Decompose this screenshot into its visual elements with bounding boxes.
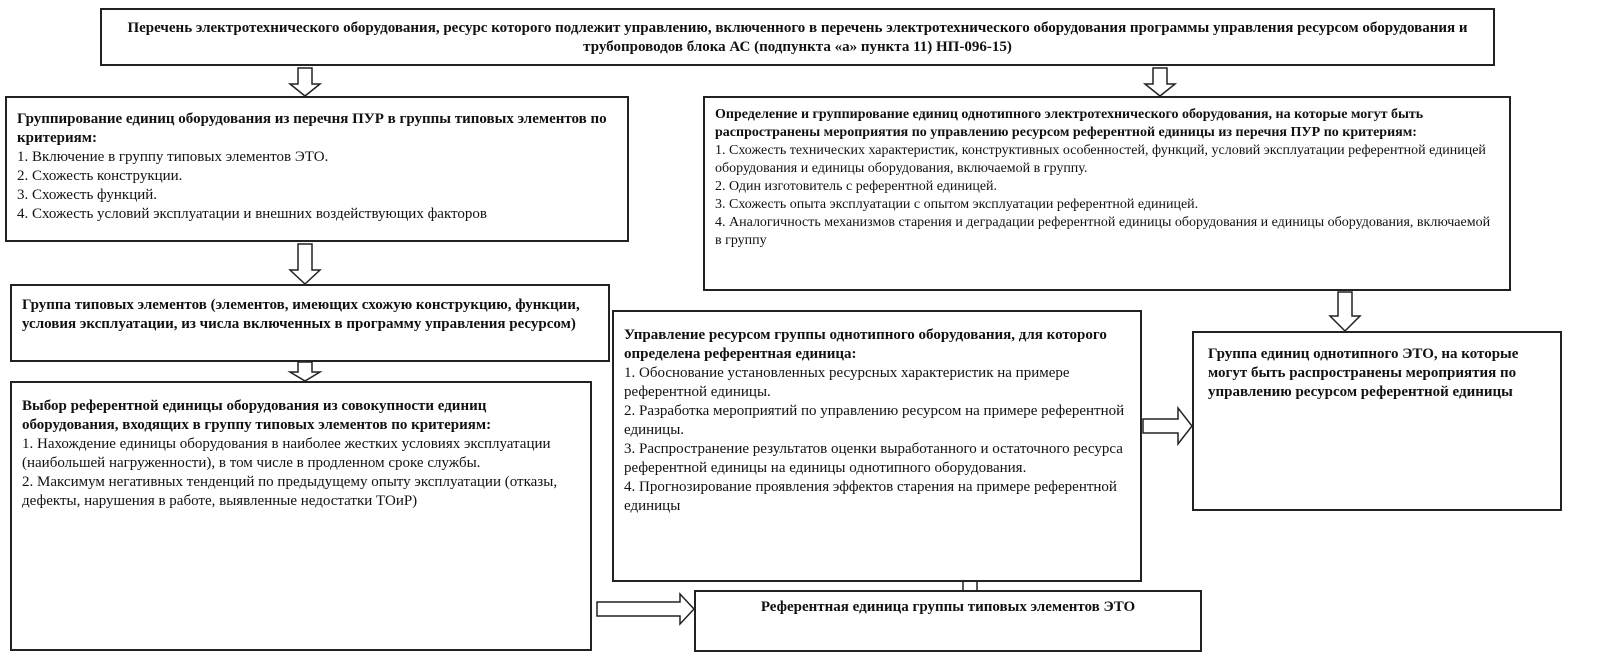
definition-item: 3. Схожесть опыта эксплуатации с опытом … bbox=[715, 197, 1199, 212]
typical-group-box: Группа типовых элементов (элементов, име… bbox=[10, 284, 610, 362]
management-item: 1. Обоснование установленных ресурсных х… bbox=[624, 365, 1070, 400]
grouping-title: Группирование единиц оборудования из пер… bbox=[17, 111, 607, 146]
reference-unit-title: Референтная единица группы типовых элеме… bbox=[760, 599, 1136, 615]
arrow-right-management bbox=[1142, 405, 1193, 447]
definition-item: 1. Схожесть технических характеристик, к… bbox=[715, 143, 1486, 176]
same-type-group-title: Группа единиц однотипного ЭТО, на которы… bbox=[1208, 346, 1519, 400]
same-type-group-box: Группа единиц однотипного ЭТО, на которы… bbox=[1192, 331, 1562, 511]
grouping-item: 1. Включение в группу типовых элементов … bbox=[17, 149, 329, 165]
resource-management-box: Управление ресурсом группы однотипного о… bbox=[612, 310, 1142, 582]
definition-item: 4. Аналогичность механизмов старения и д… bbox=[715, 215, 1491, 248]
selection-title: Выбор референтной единицы оборудования и… bbox=[22, 398, 492, 433]
grouping-item: 2. Схожесть конструкции. bbox=[17, 168, 183, 184]
selection-item: 1. Нахождение единицы оборудования в наи… bbox=[22, 436, 551, 471]
top-box: Перечень электротехнического оборудовани… bbox=[100, 8, 1495, 66]
grouping-item: 4. Схожесть условий эксплуатации и внешн… bbox=[17, 206, 487, 222]
management-item: 2. Разработка мероприятий по управлению … bbox=[624, 403, 1125, 438]
typical-group-title: Группа типовых элементов (элементов, име… bbox=[22, 297, 580, 332]
arrow-down-grouping bbox=[288, 243, 322, 286]
arrow-down-top-left bbox=[287, 67, 323, 97]
selection-item: 2. Максимум негативных тенденций по пред… bbox=[22, 474, 558, 509]
reference-selection-box: Выбор референтной единицы оборудования и… bbox=[10, 381, 592, 651]
arrow-right-selection bbox=[596, 592, 696, 626]
management-title: Управление ресурсом группы однотипного о… bbox=[624, 327, 1107, 362]
same-type-definition-box: Определение и группирование единиц однот… bbox=[703, 96, 1511, 291]
arrow-down-definition bbox=[1328, 291, 1362, 333]
management-item: 3. Распространение результатов оценки вы… bbox=[624, 441, 1123, 476]
grouping-item: 3. Схожесть функций. bbox=[17, 187, 158, 203]
grouping-box: Группирование единиц оборудования из пер… bbox=[5, 96, 629, 242]
definition-title: Определение и группирование единиц однот… bbox=[715, 107, 1424, 140]
top-box-title: Перечень электротехнического оборудовани… bbox=[127, 20, 1468, 55]
reference-unit-box: Референтная единица группы типовых элеме… bbox=[694, 590, 1202, 652]
arrow-down-typical-group bbox=[287, 361, 323, 382]
definition-item: 2. Один изготовитель с референтной едини… bbox=[715, 179, 998, 194]
management-item: 4. Прогнозирование проявления эффектов с… bbox=[624, 479, 1117, 514]
arrow-down-top-right bbox=[1142, 67, 1178, 97]
